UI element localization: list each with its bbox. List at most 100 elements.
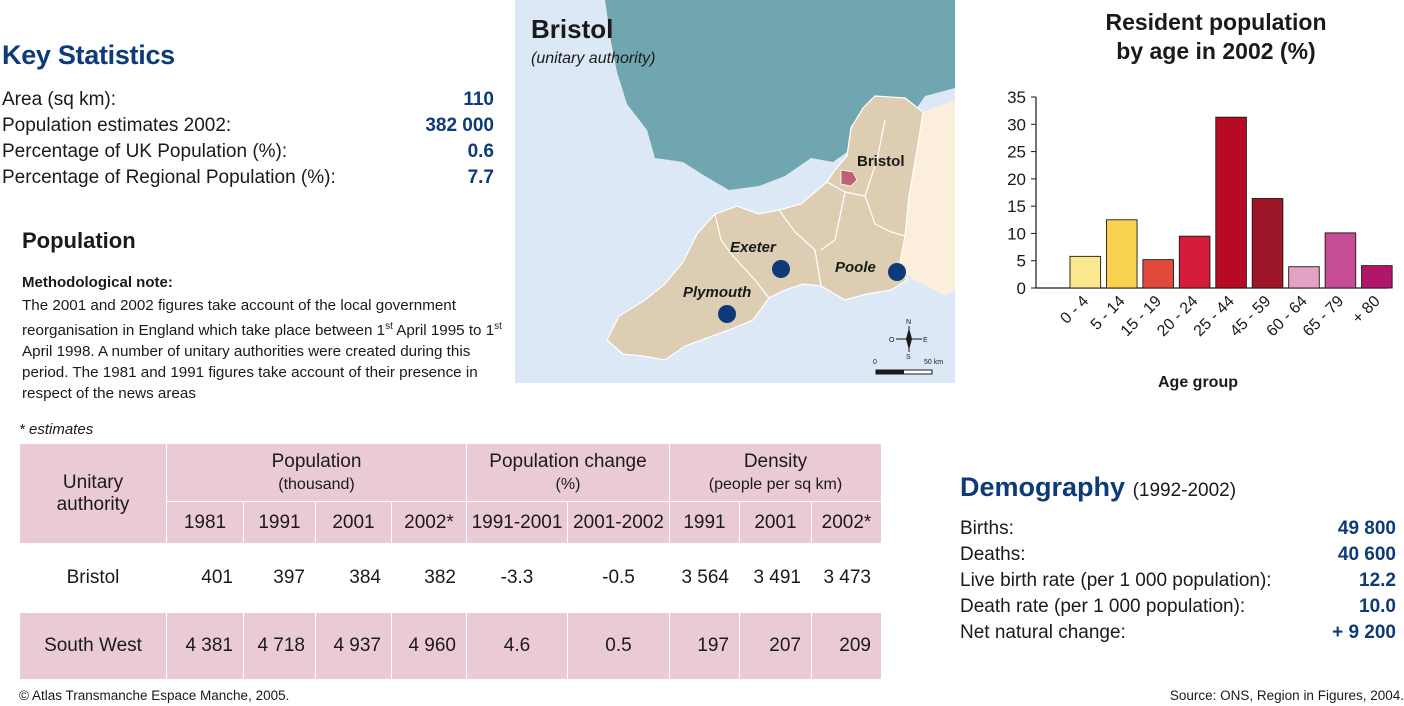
svg-text:E: E — [923, 337, 928, 344]
demo-label: Births: — [960, 518, 1014, 539]
demo-value: 12.2 — [1359, 570, 1396, 591]
table-cell: 4 381 — [166, 612, 244, 680]
stat-value: 0.6 — [467, 141, 494, 162]
table-cell: 4 960 — [391, 612, 467, 680]
map-wales — [605, 0, 955, 190]
y-tick-label: 0 — [1017, 279, 1026, 298]
map-label-bristol: Bristol — [857, 153, 905, 170]
bar — [1069, 255, 1102, 289]
subheader-cell: 1991 — [243, 501, 316, 544]
subheader-cell: 2002* — [811, 501, 882, 544]
scale-bar: 0 50 km — [873, 359, 943, 375]
stat-value: 382 000 — [425, 115, 494, 136]
demo-value: + 9 200 — [1332, 622, 1396, 643]
svg-text:50 km: 50 km — [924, 359, 943, 366]
methodological-note-title: Methodological note: — [22, 274, 173, 291]
stat-label: Area (sq km): — [2, 89, 117, 110]
key-statistics-title: Key Statistics — [2, 40, 175, 70]
estimates-note: * estimates — [19, 421, 94, 438]
demo-label: Death rate (per 1 000 population): — [960, 596, 1246, 617]
bar — [1324, 232, 1357, 289]
map-bristol-area — [840, 169, 858, 187]
subheader-cell: 1981 — [166, 501, 244, 544]
stat-row-regional-share: Percentage of Regional Population (%): 7… — [2, 167, 494, 189]
table-cell: 207 — [739, 612, 812, 680]
y-tick-label: 30 — [1007, 115, 1026, 134]
table-row: Bristol 401 397 384 382 -3.3 -0.5 3 564 … — [19, 543, 882, 613]
subheader-cell: 2002* — [391, 501, 467, 544]
city-marker-plymouth — [718, 305, 736, 323]
row-name: South West — [19, 612, 167, 680]
copyright: © Atlas Transmanche Espace Manche, 2005. — [19, 688, 290, 703]
y-tick-label: 5 — [1017, 252, 1026, 271]
bar — [1178, 235, 1211, 289]
methodological-note-text: The 2001 and 2002 figures take account o… — [22, 297, 502, 403]
x-tick-label: + 80 — [1349, 293, 1383, 327]
chart-title-line-2: by age in 2002 (%) — [1116, 38, 1316, 64]
stat-label: Percentage of UK Population (%): — [2, 141, 288, 162]
table-cell: 401 — [166, 543, 244, 613]
map-title: Bristol — [531, 14, 613, 44]
demography-period: (1992-2002) — [1132, 480, 1237, 501]
svg-text:S: S — [906, 354, 911, 361]
demo-label: Deaths: — [960, 544, 1026, 565]
compass-rose-icon: N S E O — [889, 319, 928, 361]
header-density: Density (people per sq km) — [669, 443, 882, 502]
bar — [1215, 116, 1247, 289]
demo-row-net-change: Net natural change: + 9 200 — [960, 622, 1396, 644]
bar — [1251, 198, 1284, 289]
map-boundaries — [714, 119, 906, 299]
subheader-cell: 2001 — [739, 501, 812, 544]
header-population: Population (thousand) — [166, 443, 467, 502]
table-row: South West 4 381 4 718 4 937 4 960 4.6 0… — [19, 612, 882, 680]
bar — [1288, 266, 1320, 289]
demo-value: 49 800 — [1337, 518, 1396, 539]
y-tick-label: 10 — [1007, 224, 1026, 243]
table-cell: -0.5 — [567, 543, 670, 613]
table-cell: 4 937 — [315, 612, 392, 680]
y-tick-label: 20 — [1007, 170, 1026, 189]
city-marker-exeter — [772, 260, 790, 278]
stat-row-population: Population estimates 2002: 382 000 — [2, 115, 494, 137]
table-cell: 382 — [391, 543, 467, 613]
stat-row-area: Area (sq km): 110 — [2, 89, 494, 111]
y-tick-label: 25 — [1007, 143, 1026, 162]
source-note: Source: ONS, Region in Figures, 2004. — [1169, 688, 1404, 703]
bar — [1142, 259, 1174, 289]
subheader-cell: 2001-2002 — [567, 501, 670, 544]
population-table: Unitary authority Population (thousand) P… — [19, 443, 882, 680]
svg-text:O: O — [889, 337, 895, 344]
map-subtitle: (unitary authority) — [531, 50, 656, 67]
population-title: Population — [22, 228, 136, 253]
table-cell: 3 473 — [811, 543, 882, 613]
table-cell: 197 — [669, 612, 740, 680]
table-cell: 3 491 — [739, 543, 812, 613]
demo-label: Live birth rate (per 1 000 population): — [960, 570, 1272, 591]
stat-row-uk-share: Percentage of UK Population (%): 0.6 — [2, 141, 494, 163]
svg-text:N: N — [906, 319, 911, 326]
demo-row-birth-rate: Live birth rate (per 1 000 population): … — [960, 570, 1396, 592]
map-label-plymouth: Plymouth — [683, 284, 751, 301]
table-cell: 209 — [811, 612, 882, 680]
subheader-cell: 1991-2001 — [466, 501, 568, 544]
stat-value: 7.7 — [467, 167, 494, 188]
map-label-poole: Poole — [835, 259, 876, 276]
demo-value: 10.0 — [1359, 596, 1396, 617]
x-axis-label: Age group — [1158, 374, 1238, 391]
demo-value: 40 600 — [1337, 544, 1396, 565]
bar — [1361, 265, 1393, 289]
region-map: Bristol (unitary authority) Bristol Exet… — [515, 0, 955, 383]
y-tick-label: 35 — [1007, 88, 1026, 107]
table-cell: 4 718 — [243, 612, 316, 680]
chart-title-line-1: Resident population — [1105, 9, 1327, 35]
bar — [1105, 219, 1138, 289]
subheader-cell: 2001 — [315, 501, 392, 544]
stat-value: 110 — [463, 89, 494, 110]
demo-row-death-rate: Death rate (per 1 000 population): 10.0 — [960, 596, 1396, 618]
city-marker-poole — [888, 263, 906, 281]
table-cell: 4.6 — [466, 612, 568, 680]
table-cell: -3.3 — [466, 543, 568, 613]
demography-title: Demography (1992-2002) — [960, 472, 1237, 502]
table-cell: 0.5 — [567, 612, 670, 680]
